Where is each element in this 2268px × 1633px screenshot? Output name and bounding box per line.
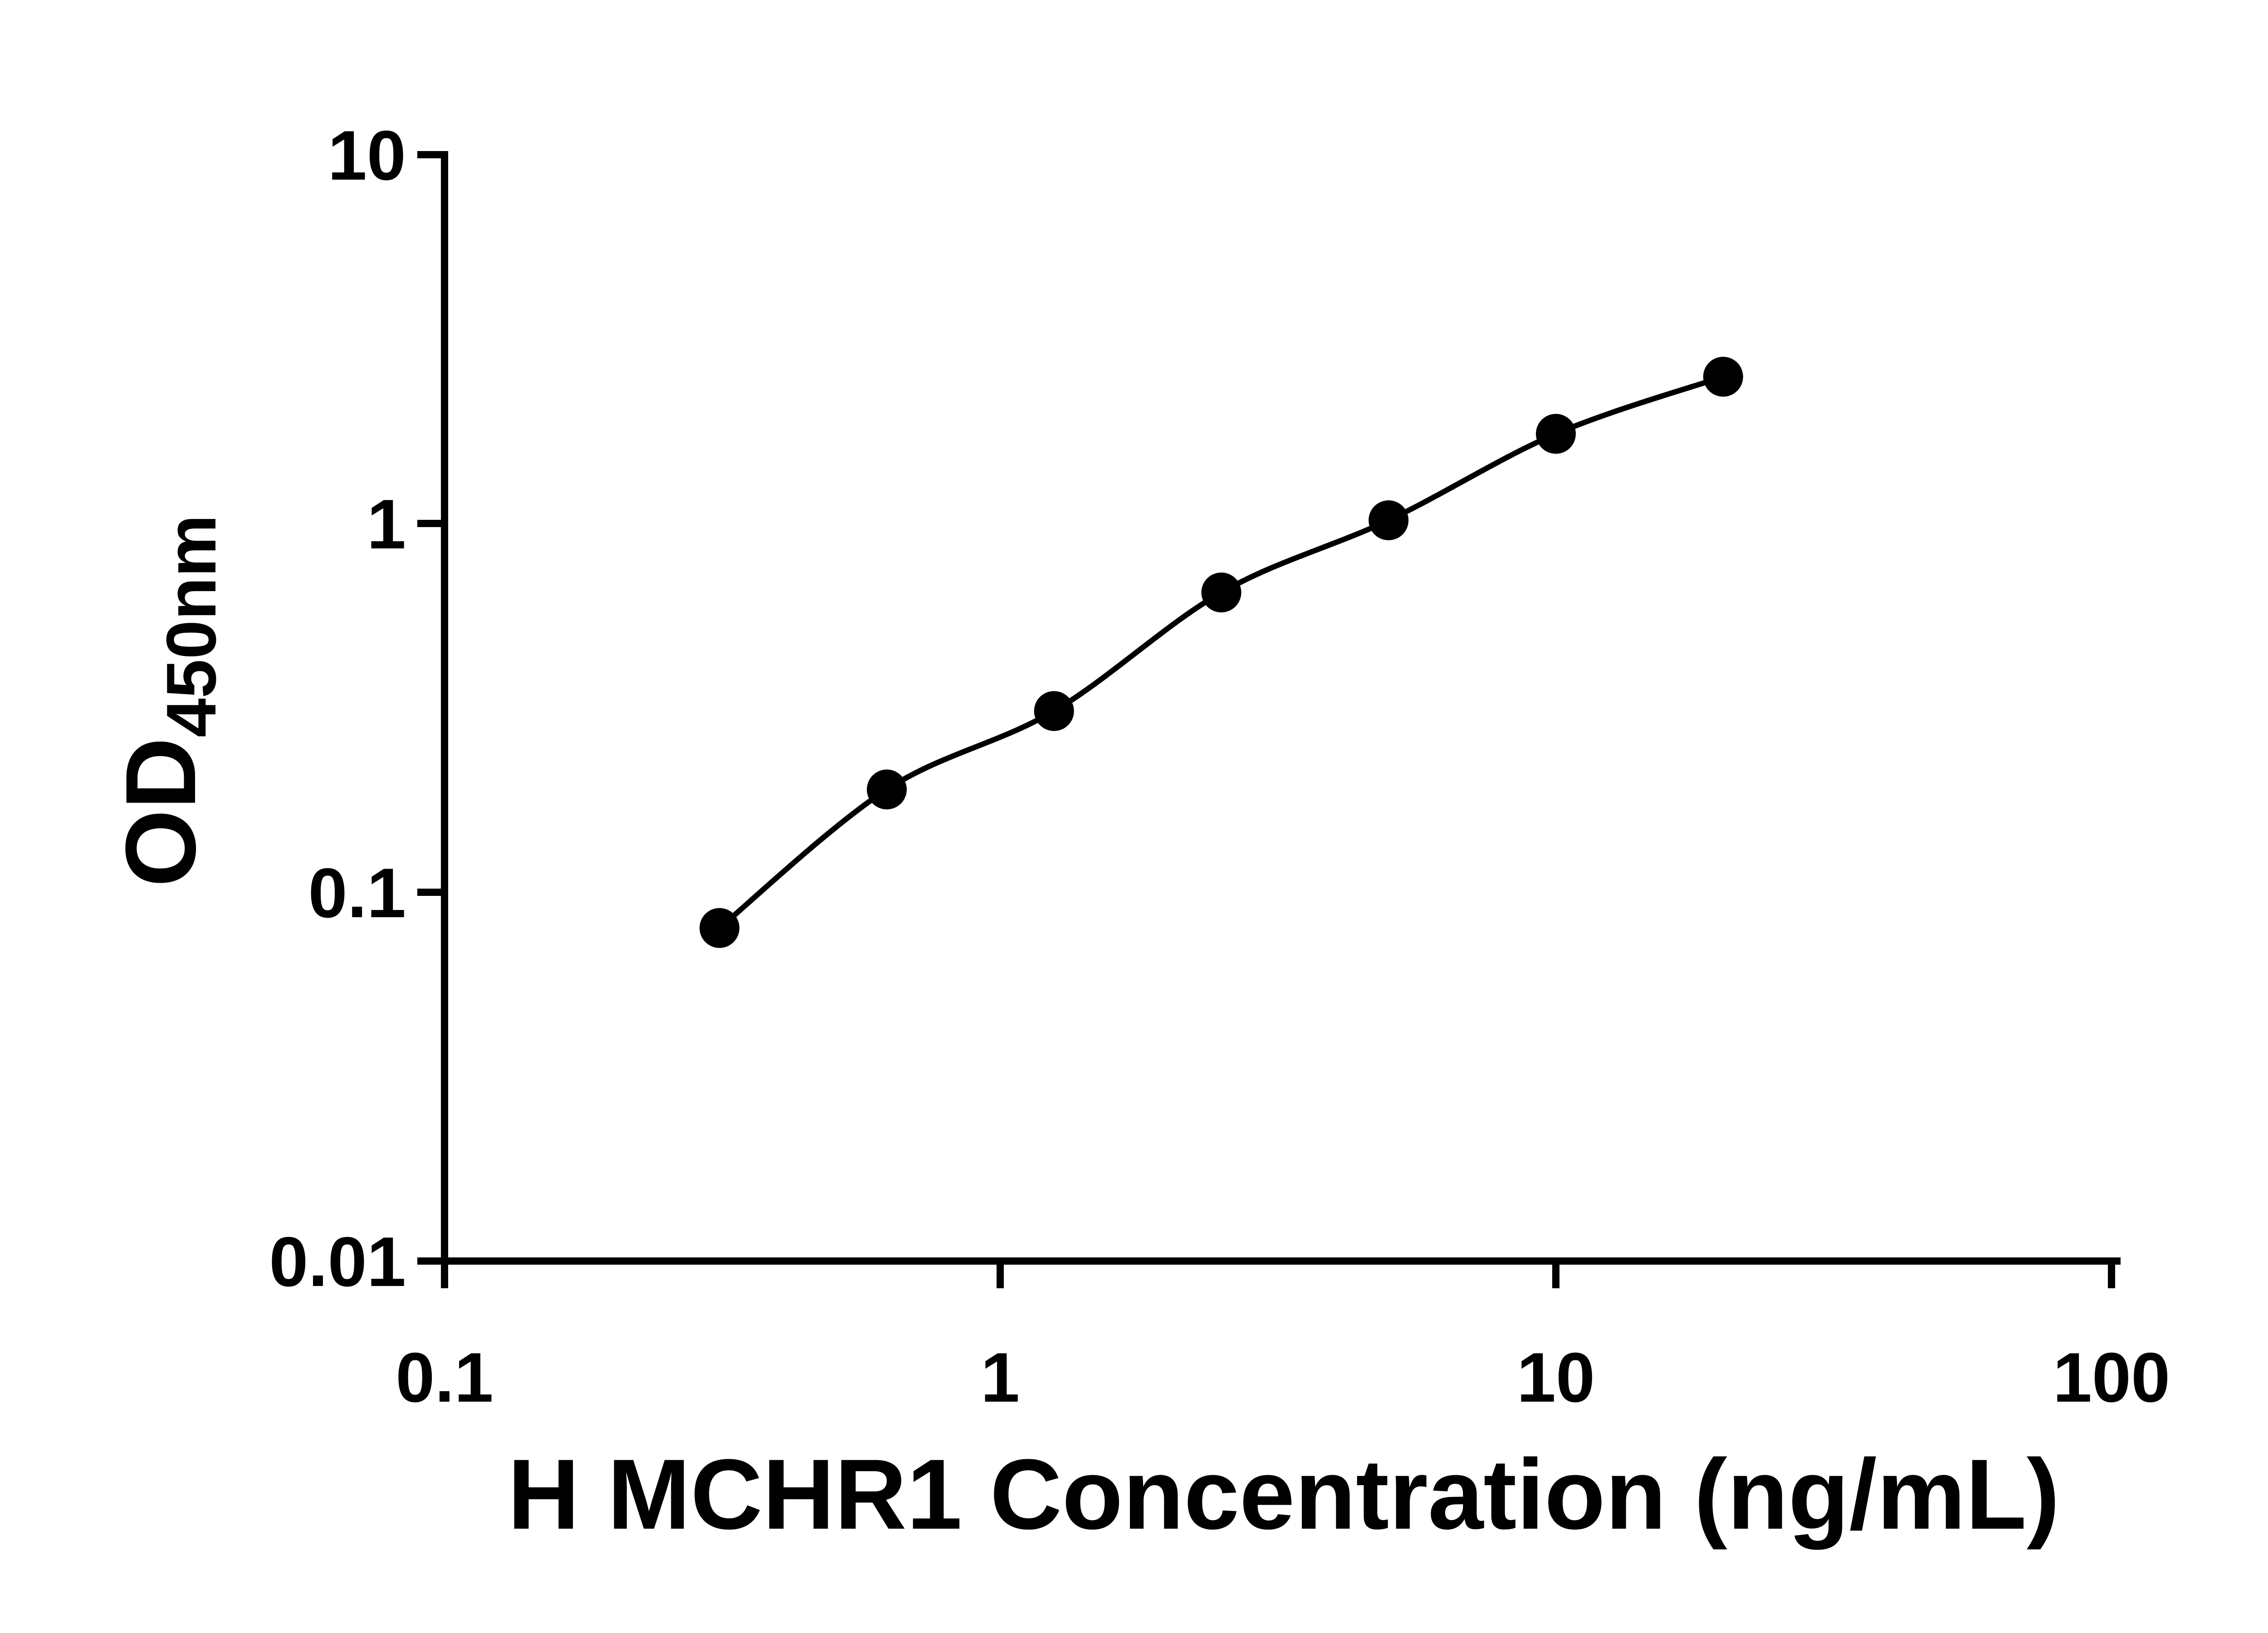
data-point — [699, 908, 740, 948]
x-tick-label: 100 — [2053, 1338, 2170, 1417]
y-axis-title: OD450nm — [105, 514, 230, 887]
axes-layer: 10 1 0.1 0.01 0.1 1 10 100 — [269, 116, 2170, 1417]
x-tick-label: 0.1 — [396, 1338, 493, 1417]
y-tick-label: 0.1 — [308, 854, 406, 932]
x-tick-label: 10 — [1517, 1338, 1595, 1417]
data-point — [1034, 691, 1074, 731]
y-tick-label: 10 — [328, 116, 406, 195]
data-point — [1703, 357, 1743, 397]
series-layer — [699, 357, 1743, 948]
axis-spines — [441, 151, 2121, 1265]
x-axis-title: H MCHR1 Concentration (ng/mL) — [508, 1438, 2060, 1550]
data-point — [1369, 500, 1409, 540]
standard-curve-line — [718, 374, 1724, 930]
data-point — [1201, 572, 1242, 613]
data-point — [1536, 414, 1576, 454]
y-axis-title-main: OD — [105, 738, 216, 887]
x-tick-label: 1 — [981, 1338, 1020, 1417]
y-tick-label: 1 — [367, 485, 406, 563]
y-tick-label: 0.01 — [269, 1222, 406, 1301]
y-axis-title-subscript: 450nm — [152, 514, 230, 737]
data-point — [867, 769, 907, 810]
